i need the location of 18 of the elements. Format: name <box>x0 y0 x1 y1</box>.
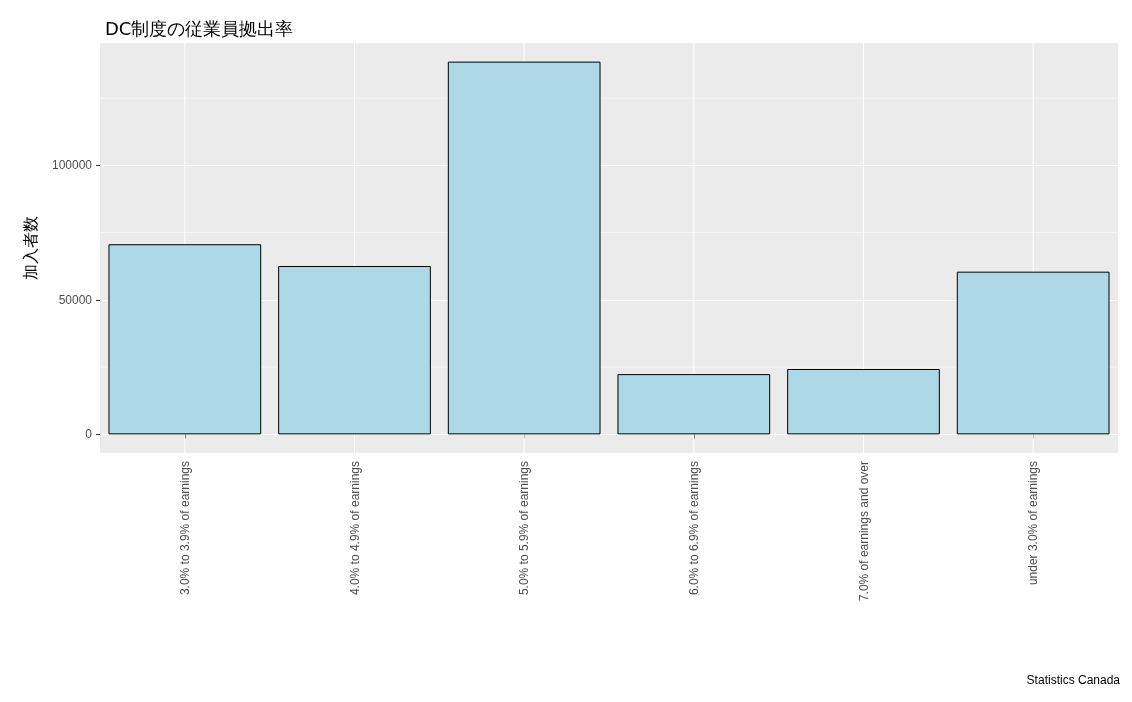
x-tick-label: under 3.0% of earnings <box>1026 461 1041 586</box>
y-tick-label: 100000 <box>51 158 93 173</box>
x-tick-label: 5.0% to 5.9% of earnings <box>517 461 532 596</box>
bar <box>617 374 771 435</box>
bar <box>787 369 940 435</box>
x-tick-label: 7.0% of earnings and over <box>856 461 871 602</box>
chart-title: DC制度の従業員拠出率 <box>105 17 294 39</box>
bar <box>956 271 1110 435</box>
bar <box>278 266 431 435</box>
text: Statistics Canada <box>1026 673 1121 687</box>
bar <box>108 244 262 435</box>
x-tick-label: 6.0% to 6.9% of earnings <box>686 461 701 596</box>
x-tick-label: 3.0% to 3.9% of earnings <box>177 461 192 596</box>
y-tick-label: 50000 <box>58 292 93 307</box>
bar <box>447 61 601 435</box>
y-tick-label: 0 <box>85 427 93 442</box>
x-tick-label: 4.0% to 4.9% of earnings <box>347 461 362 596</box>
y-axis-title: 加入者数 <box>20 216 40 280</box>
